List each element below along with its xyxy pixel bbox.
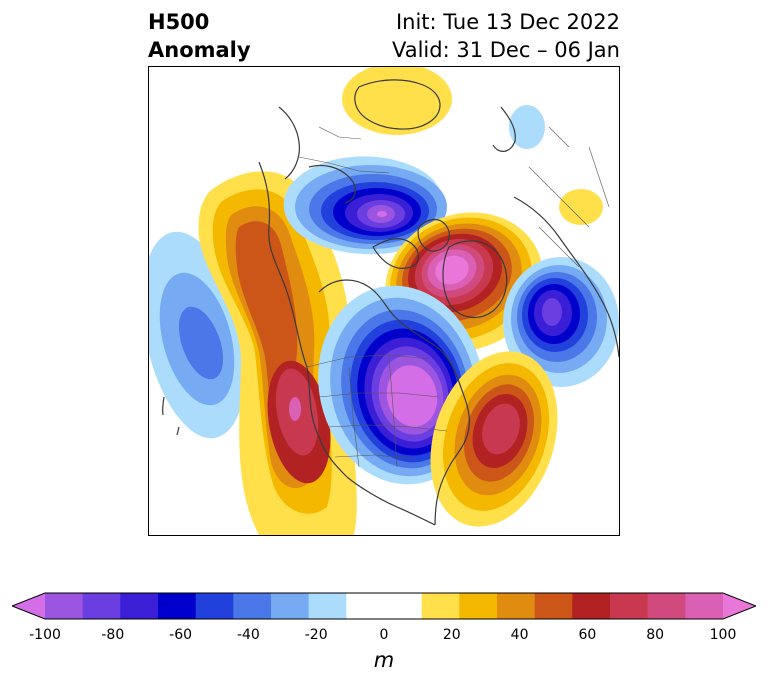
- political-borders: [298, 126, 610, 468]
- colorbar-segment: [120, 593, 159, 619]
- colorbar-segment: [610, 593, 649, 619]
- north-small-negative: [509, 105, 545, 149]
- east-negative-anomaly: [503, 257, 619, 387]
- colorbar-segment: [647, 593, 686, 619]
- colorbar-segment: [685, 593, 724, 619]
- valid-range: Valid: 31 Dec – 06 Jan: [391, 38, 620, 62]
- colorbar-tick-label: -40: [236, 627, 260, 643]
- anomaly-map: [148, 66, 620, 536]
- colorbar-segment: [384, 593, 423, 619]
- atlantic-positive-anomaly: [430, 351, 558, 527]
- colorbar-tick-label: 20: [442, 627, 461, 643]
- init-date: Init: Tue 13 Dec 2022: [395, 10, 620, 34]
- colorbar-segment: [45, 593, 84, 619]
- colorbar: [10, 592, 758, 624]
- polar-low-anomaly: [283, 156, 447, 255]
- colorbar-segment: [534, 593, 573, 619]
- colorbar-segments: [45, 593, 724, 619]
- colorbar-segment: [459, 593, 498, 619]
- colorbar-segment: [233, 593, 272, 619]
- colorbar-tick-label: -20: [304, 627, 328, 643]
- colorbar-tick-label: 80: [646, 627, 665, 643]
- colorbar-tick-label: 0: [379, 627, 389, 643]
- colorbar-segment: [346, 593, 385, 619]
- colorbar-unit-label: m: [373, 648, 395, 672]
- colorbar-segment: [572, 593, 611, 619]
- colorbar-tick-label: 60: [578, 627, 597, 643]
- colorbar-segment: [195, 593, 234, 619]
- colorbar-tick-label: -100: [29, 627, 61, 643]
- colorbar-segment: [271, 593, 310, 619]
- colorbar-svg: [10, 592, 758, 620]
- colorbar-extend-high: [723, 593, 756, 619]
- colorbar-tick-label: 100: [709, 627, 737, 643]
- title-variable: H500: [148, 10, 210, 34]
- map-canvas: [149, 67, 619, 535]
- colorbar-extend-low: [12, 593, 45, 619]
- arctic-positive-anomaly: [342, 67, 452, 135]
- coastlines: [161, 79, 619, 526]
- colorbar-segment: [497, 593, 536, 619]
- title-field: Anomaly: [148, 38, 251, 62]
- colorbar-tick-label: -80: [101, 627, 125, 643]
- colorbar-tick-label: -60: [169, 627, 193, 643]
- colorbar-segment: [82, 593, 121, 619]
- colorbar-segment: [421, 593, 460, 619]
- atlantic-small-positive: [559, 189, 603, 225]
- title-right: Init: Tue 13 Dec 2022 Valid: 31 Dec – 06…: [392, 8, 620, 64]
- colorbar-segment: [158, 593, 197, 619]
- colorbar-segment: [308, 593, 347, 619]
- colorbar-tick-label: 40: [510, 627, 529, 643]
- title-left: H500 Anomaly: [148, 8, 251, 64]
